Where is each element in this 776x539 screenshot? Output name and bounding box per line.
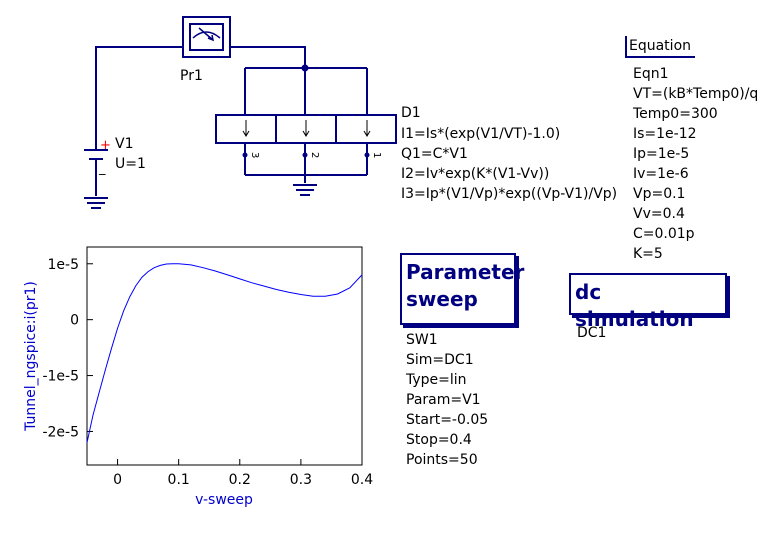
equation-line[interactable]: VT=(kB*Temp0)/q: [633, 86, 759, 102]
source-minus-sign: _: [98, 161, 106, 176]
parameter-sweep-block[interactable]: Parameter sweep: [400, 253, 525, 325]
dcsim-name[interactable]: DC1: [577, 325, 607, 341]
equation-title: Equation: [625, 36, 696, 58]
sweep-title-line1: Parameter: [406, 260, 525, 284]
source-plus-sign: +: [100, 138, 111, 153]
probe-label[interactable]: Pr1: [180, 68, 203, 84]
sweep-prop[interactable]: Start=-0.05: [406, 412, 489, 428]
diode-pin-3: 3: [249, 152, 260, 158]
diode-pin-1: 1: [371, 152, 382, 158]
dcsim-title: dc simulation: [575, 280, 694, 331]
dc-simulation-block[interactable]: dc simulation: [569, 273, 727, 331]
diode-prop[interactable]: I3=Ip*(V1/Vp)*exp((Vp-V1)/Vp): [401, 186, 618, 202]
sweep-properties: SW1 Sim=DC1 Type=lin Param=V1 Start=-0.0…: [406, 330, 488, 470]
sweep-prop[interactable]: Type=lin: [406, 372, 467, 388]
equation-component[interactable]: Equation: [625, 36, 696, 58]
sweep-title-line2: sweep: [406, 287, 478, 311]
sweep-prop[interactable]: Points=50: [406, 452, 478, 468]
sweep-prop[interactable]: SW1: [406, 332, 438, 348]
source-name[interactable]: V1: [115, 136, 134, 152]
equation-line[interactable]: K=5: [633, 246, 663, 262]
equation-line[interactable]: C=0.01p: [633, 226, 695, 242]
sweep-prop[interactable]: Param=V1: [406, 392, 481, 408]
diode-prop[interactable]: Q1=C*V1: [401, 146, 468, 162]
equation-line[interactable]: Ip=1e-5: [633, 146, 690, 162]
diode-prop[interactable]: I2=Iv*exp(K*(V1-Vv)): [401, 166, 550, 182]
diode-pin-2: 2: [309, 152, 320, 158]
equation-line[interactable]: Temp0=300: [633, 106, 718, 122]
diode-properties: I1=Is*(exp(V1/VT)-1.0) Q1=C*V1 I2=Iv*exp…: [401, 124, 617, 204]
diode-name[interactable]: D1: [401, 105, 421, 121]
source-value[interactable]: U=1: [115, 156, 146, 172]
sweep-prop[interactable]: Stop=0.4: [406, 432, 472, 448]
sweep-prop[interactable]: Sim=DC1: [406, 352, 474, 368]
diode-prop[interactable]: I1=Is*(exp(V1/VT)-1.0): [401, 126, 561, 142]
equation-line[interactable]: Is=1e-12: [633, 126, 697, 142]
equation-line[interactable]: Eqn1: [633, 66, 669, 82]
equation-line[interactable]: Vv=0.4: [633, 206, 685, 222]
equation-line[interactable]: Vp=0.1: [633, 186, 686, 202]
equation-lines: Eqn1 VT=(kB*Temp0)/q Temp0=300 Is=1e-12 …: [633, 64, 758, 264]
equation-line[interactable]: Iv=1e-6: [633, 166, 689, 182]
